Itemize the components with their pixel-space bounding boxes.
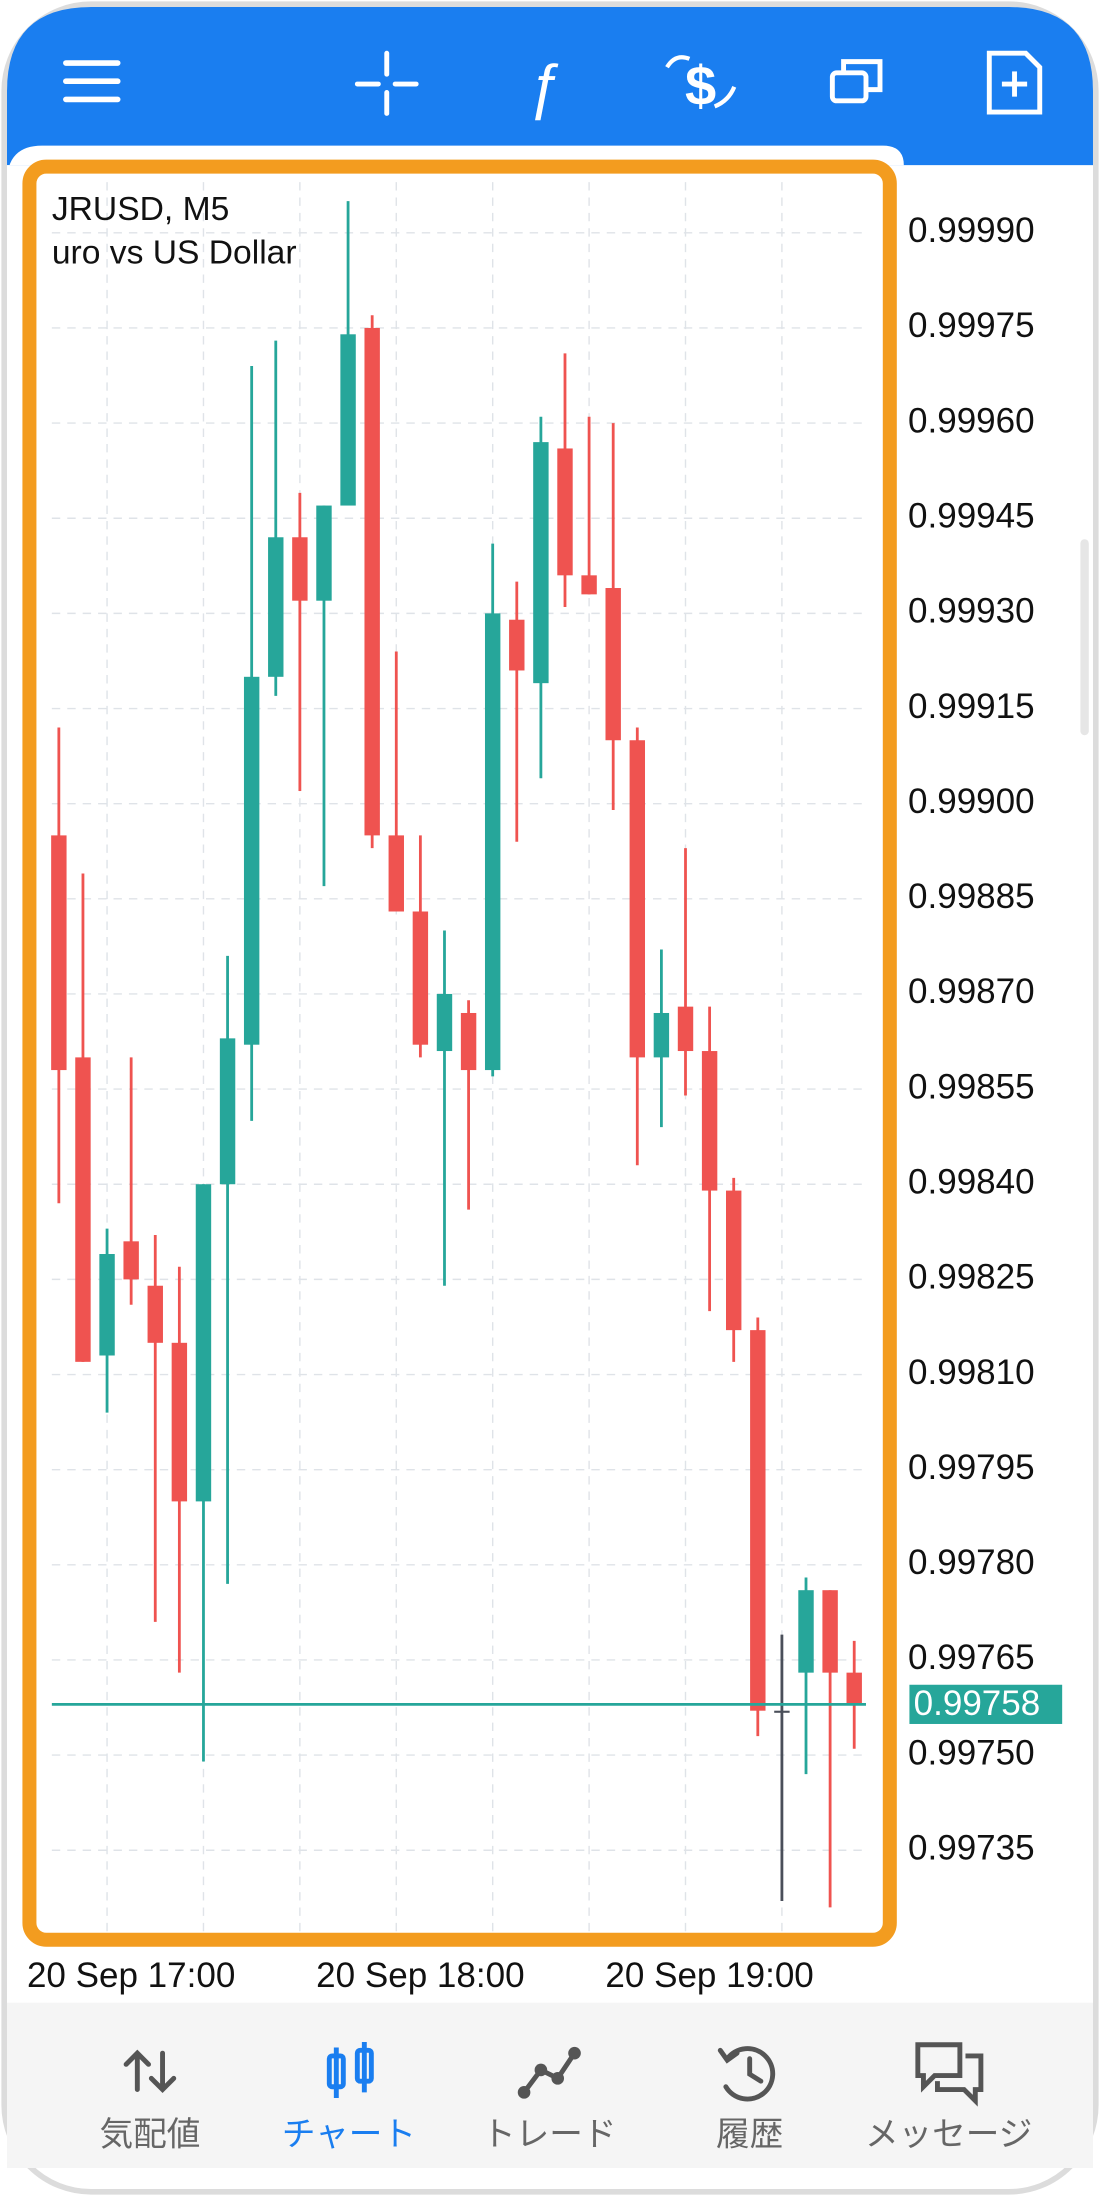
candle-body	[846, 1672, 862, 1705]
symbol: JRUSD, M5	[52, 191, 229, 228]
candle-body	[484, 613, 501, 1071]
nav-label[interactable]: 履歴	[716, 2117, 783, 2154]
candle-body	[75, 1057, 91, 1362]
scrollbar	[1080, 539, 1089, 736]
crosshair-icon[interactable]	[354, 50, 419, 116]
windows-icon[interactable]	[829, 59, 883, 104]
svg-text:$: $	[685, 54, 716, 117]
y-tick-label: 0.99975	[908, 306, 1035, 345]
candle-body	[725, 1190, 742, 1331]
nav-labels: 気配値 チャート トレード 履歴 メッセージ	[100, 2116, 1033, 2154]
candle-body	[243, 676, 260, 1045]
grid	[51, 182, 866, 1933]
candle-body	[436, 993, 453, 1052]
x-tick-label: 20 Sep 19:00	[605, 1956, 813, 1995]
indicator-icon[interactable]: ƒ	[527, 51, 561, 120]
symbol-description: uro vs US Dollar	[52, 234, 297, 271]
candle-body	[268, 537, 284, 677]
y-tick-label: 0.99735	[908, 1829, 1035, 1868]
nav-label[interactable]: チャート	[282, 2117, 416, 2154]
candle-body	[123, 1241, 139, 1280]
candle-body	[822, 1590, 838, 1673]
candle-body	[774, 1710, 790, 1713]
bottom-nav	[7, 2002, 1093, 2168]
highlight-frame	[22, 159, 897, 1947]
candle-body	[292, 537, 308, 601]
trade-icon[interactable]: $	[665, 54, 737, 117]
candle-body	[195, 1184, 212, 1502]
y-tick-label: 0.99810	[908, 1353, 1035, 1392]
candle-body	[629, 740, 646, 1058]
y-tick-label: 0.99795	[908, 1448, 1035, 1487]
candle-body	[51, 835, 67, 1071]
trade-nav-icon[interactable]	[517, 2046, 581, 2099]
chart-icon[interactable]	[326, 2041, 374, 2098]
candle-body	[798, 1590, 814, 1673]
y-tick-label: 0.99960	[908, 401, 1035, 440]
new-order-icon[interactable]	[986, 50, 1043, 115]
candle-body	[99, 1254, 115, 1356]
candle-body	[581, 575, 597, 595]
candle-body	[219, 1038, 236, 1185]
y-tick-label: 0.99870	[908, 972, 1035, 1011]
messages-icon[interactable]	[915, 2042, 984, 2107]
y-tick-label: 0.99765	[908, 1638, 1035, 1677]
candle-body	[364, 327, 380, 836]
overlay: 0.99990 0.99975 0.99960 0.99945 0.99930 0.999…	[27, 211, 1063, 1995]
menu-icon[interactable]	[63, 60, 121, 103]
y-tick-label: 0.99990	[908, 211, 1035, 250]
candle-body	[557, 448, 573, 576]
candle-body	[388, 835, 404, 912]
x-tick-label: 20 Sep 17:00	[27, 1956, 235, 1995]
current-price-label: 0.99758	[914, 1684, 1041, 1723]
nav-icons	[123, 2041, 984, 2107]
candle-body	[677, 1006, 694, 1052]
candle-body	[171, 1342, 188, 1502]
nav-label[interactable]: トレード	[482, 2117, 616, 2154]
candles	[51, 201, 862, 1908]
y-tick-label: 0.99780	[908, 1543, 1035, 1582]
y-tick-label: 0.99915	[908, 687, 1035, 726]
y-tick-label: 0.99750	[908, 1733, 1035, 1772]
candle-body	[750, 1330, 766, 1711]
nav-label[interactable]: メッセージ	[865, 2117, 1032, 2154]
candle-body	[147, 1285, 163, 1343]
y-tick-label: 0.99855	[908, 1067, 1035, 1106]
y-tick-label: 0.99885	[908, 877, 1035, 916]
y-tick-label: 0.99945	[908, 496, 1035, 535]
candle-body	[653, 1012, 670, 1058]
candle-body	[340, 334, 356, 506]
candle-body	[316, 505, 332, 601]
nav-label[interactable]: 気配値	[100, 2116, 201, 2154]
y-tick-label: 0.99840	[908, 1162, 1035, 1201]
y-tick-label: 0.99825	[908, 1258, 1035, 1297]
history-icon[interactable]	[717, 2046, 776, 2102]
quotes-icon[interactable]	[123, 2049, 177, 2094]
candle-body	[412, 911, 429, 1045]
x-tick-label: 20 Sep 18:00	[316, 1956, 524, 1995]
candle-body	[533, 442, 549, 684]
current-price-box	[909, 1684, 1063, 1724]
candle-body	[701, 1051, 718, 1191]
y-tick-label: 0.99900	[908, 782, 1035, 821]
candle-body	[509, 619, 525, 671]
candle-body	[460, 1012, 477, 1071]
candle-body	[605, 588, 621, 741]
y-tick-label: 0.99930	[908, 592, 1035, 631]
top-bar	[7, 7, 1093, 166]
